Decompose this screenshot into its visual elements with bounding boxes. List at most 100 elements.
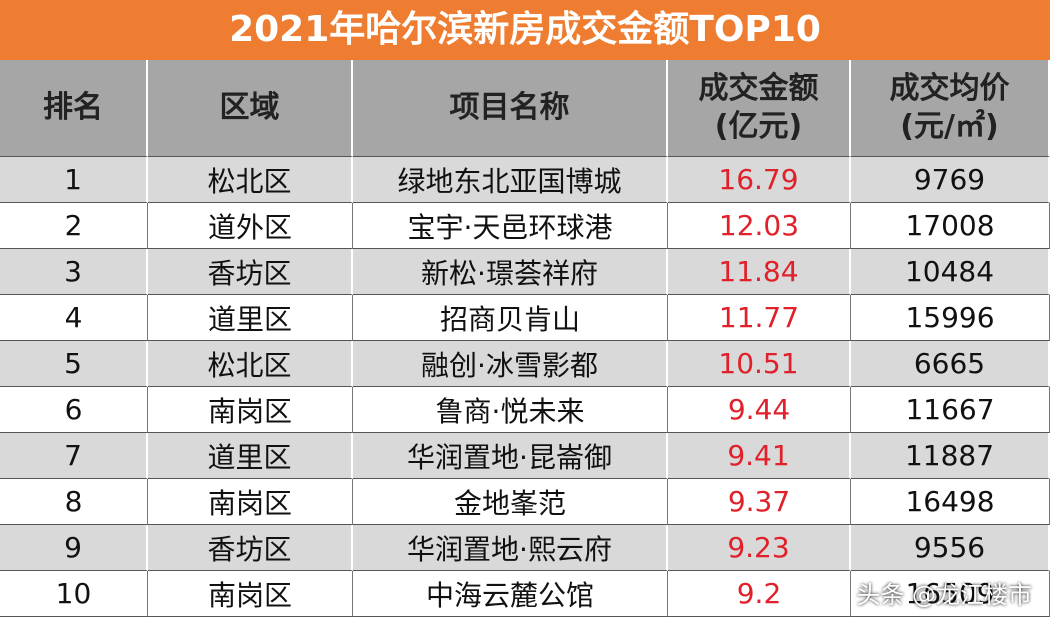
table-cell: 2 bbox=[0, 203, 148, 249]
table-cell: 招商贝肯山 bbox=[353, 295, 668, 341]
cell-text: 鲁商·悦未来 bbox=[435, 394, 585, 428]
cell-text: 金地峯范 bbox=[453, 486, 566, 520]
cell-text: 南岗区 bbox=[207, 578, 292, 612]
table-cell: 绿地东北亚国博城 bbox=[353, 157, 668, 203]
header-cell: 区域 bbox=[148, 60, 353, 157]
cell-text: 香坊区 bbox=[207, 256, 292, 290]
cell-text: 9.44 bbox=[727, 393, 791, 426]
cell-text: 16.79 bbox=[718, 163, 799, 196]
cell-text: 9769 bbox=[913, 163, 986, 196]
table-cell: 3 bbox=[0, 249, 148, 295]
table-cell: 道里区 bbox=[148, 433, 353, 479]
table-cell: 鲁商·悦未来 bbox=[353, 387, 668, 433]
table-cell: 8 bbox=[0, 479, 148, 525]
table-cell: 金地峯范 bbox=[353, 479, 668, 525]
table-cell: 松北区 bbox=[148, 157, 353, 203]
cell-text: 10 bbox=[55, 577, 92, 610]
header-cell: 排名 bbox=[0, 60, 148, 157]
cell-text: 8 bbox=[64, 485, 83, 518]
cell-text: 道外区 bbox=[207, 210, 292, 244]
cell-text: 宝宇·天邑环球港 bbox=[407, 210, 613, 244]
cell-text: 3 bbox=[64, 255, 82, 288]
cell-text: 松北区 bbox=[207, 348, 292, 382]
cell-text: 15996 bbox=[905, 301, 995, 334]
cell-text: 南岗区 bbox=[207, 486, 292, 520]
table-cell: 南岗区 bbox=[148, 387, 353, 433]
cell-text: 招商贝肯山 bbox=[439, 302, 580, 336]
header-text: (亿元) bbox=[714, 109, 803, 144]
table-cell: 17008 bbox=[851, 203, 1050, 249]
table-cell: 7 bbox=[0, 433, 148, 479]
table-cell: 南岗区 bbox=[148, 571, 353, 617]
table-cell: 9556 bbox=[851, 525, 1050, 571]
table-cell: 南岗区 bbox=[148, 479, 353, 525]
header-cell: 成交均价 (元/㎡) bbox=[851, 60, 1050, 157]
cell-text: 6 bbox=[64, 393, 83, 426]
table-cell: 9.44 bbox=[668, 387, 851, 433]
cell-text: 10.51 bbox=[718, 347, 799, 380]
cell-text: 9.23 bbox=[727, 531, 790, 564]
table-cell: 9 bbox=[0, 525, 148, 571]
table-cell: 10484 bbox=[851, 249, 1050, 295]
cell-text: 9 bbox=[64, 531, 82, 564]
table-cell: 华润置地·熙云府 bbox=[353, 525, 668, 571]
table-cell: 5 bbox=[0, 341, 148, 387]
cell-text: 香坊区 bbox=[207, 532, 292, 566]
table-cell: 16.79 bbox=[668, 157, 851, 203]
table-cell: 4 bbox=[0, 295, 148, 341]
cell-text: 9.37 bbox=[727, 485, 791, 518]
header-cell: 成交金额 (亿元) bbox=[668, 60, 851, 157]
table-cell: 9.37 bbox=[668, 479, 851, 525]
header-text: 成交均价 bbox=[889, 71, 1010, 106]
header-text: (元/㎡) bbox=[900, 109, 999, 144]
cell-text: 16498 bbox=[905, 485, 995, 518]
cell-text: 中海云麓公馆 bbox=[425, 578, 594, 612]
cell-text: 道里区 bbox=[207, 302, 292, 336]
header-text: 排名 bbox=[43, 90, 103, 125]
table-cell: 6665 bbox=[851, 341, 1050, 387]
table-cell: 道里区 bbox=[148, 295, 353, 341]
table-cell: 16498 bbox=[851, 479, 1050, 525]
table-cell: 15996 bbox=[851, 295, 1050, 341]
table-cell: 9769 bbox=[851, 157, 1050, 203]
cell-text: 融创·冰雪影都 bbox=[421, 348, 598, 382]
title: 2021年哈尔滨新房成交金额TOP10 bbox=[0, 0, 1050, 60]
cell-text: 11.77 bbox=[718, 301, 800, 334]
table-cell: 10 bbox=[0, 571, 148, 617]
table-cell: 11667 bbox=[851, 387, 1050, 433]
cell-text: 12.03 bbox=[718, 209, 800, 242]
table-cell: 香坊区 bbox=[148, 525, 353, 571]
cell-text: 5 bbox=[64, 347, 82, 380]
watermark: 头条 @龙江楼市 bbox=[856, 581, 1032, 609]
table-cell: 中海云麓公馆 bbox=[353, 571, 668, 617]
cell-text: 绿地东北亚国博城 bbox=[397, 164, 622, 198]
cell-text: 1 bbox=[64, 163, 82, 196]
table-cell: 11.77 bbox=[668, 295, 851, 341]
cell-text: 16509 bbox=[905, 577, 995, 610]
table-cell: 12.03 bbox=[668, 203, 851, 249]
table-cell: 11.84 bbox=[668, 249, 851, 295]
cell-text: 17008 bbox=[905, 209, 995, 242]
table-cell: 香坊区 bbox=[148, 249, 353, 295]
cell-text: 4 bbox=[64, 301, 83, 334]
cell-text: 9.41 bbox=[727, 439, 790, 472]
cell-text: 9.2 bbox=[736, 577, 782, 610]
cell-text: 华润置地·熙云府 bbox=[407, 532, 612, 566]
table-cell: 1 bbox=[0, 157, 148, 203]
cell-text: 新松·璟荟祥府 bbox=[421, 256, 598, 290]
table-cell: 新松·璟荟祥府 bbox=[353, 249, 668, 295]
cell-text: 11.84 bbox=[718, 255, 799, 288]
table-cell: 松北区 bbox=[148, 341, 353, 387]
table-cell: 11887 bbox=[851, 433, 1050, 479]
cell-text: 10484 bbox=[904, 255, 995, 288]
table-cell: 华润置地·昆崙御 bbox=[353, 433, 668, 479]
table-cell: 9.41 bbox=[668, 433, 851, 479]
cell-text: 2 bbox=[64, 209, 83, 242]
cell-text: 松北区 bbox=[207, 164, 292, 198]
table-cell: 道外区 bbox=[148, 203, 353, 249]
cell-text: 6665 bbox=[913, 347, 986, 380]
table-cell: 16509 bbox=[851, 571, 1050, 617]
cell-text: 道里区 bbox=[207, 440, 292, 474]
header-cell: 项目名称 bbox=[353, 60, 668, 157]
